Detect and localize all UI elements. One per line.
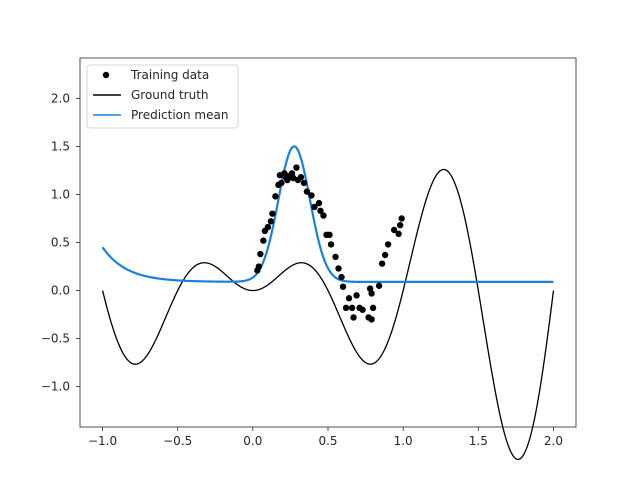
training-data-point xyxy=(257,250,264,258)
training-data-point xyxy=(300,179,308,187)
training-data-point xyxy=(395,230,402,238)
training-data-point xyxy=(332,253,339,261)
x-tick-label: 1.5 xyxy=(469,434,488,448)
x-tick-label: 0.0 xyxy=(243,434,262,448)
points-layer xyxy=(254,164,405,323)
training-data-point xyxy=(335,265,342,272)
x-tick-label: −1.0 xyxy=(88,434,117,448)
training-data-point xyxy=(260,237,267,244)
training-data-point xyxy=(338,273,345,281)
legend-box xyxy=(86,64,239,129)
training-data-point xyxy=(350,314,357,321)
y-tick-label: 0.0 xyxy=(51,284,70,298)
training-data-point xyxy=(288,170,296,177)
training-data-legend-marker xyxy=(102,71,110,79)
training-data-point xyxy=(269,210,276,217)
training-data-point xyxy=(353,292,360,299)
training-data-point xyxy=(339,283,347,290)
training-data-point xyxy=(272,193,279,200)
x-tick-label: −0.5 xyxy=(163,434,192,448)
training-data-point xyxy=(384,241,392,248)
x-tick-label: 2.0 xyxy=(544,434,563,448)
training-data-point xyxy=(368,290,375,297)
training-data-legend-label: Training data xyxy=(130,68,209,82)
prediction-mean-legend-label: Prediction mean xyxy=(131,108,228,122)
training-data-point xyxy=(293,164,300,171)
y-tick-label: 1.5 xyxy=(51,139,70,153)
training-data-point xyxy=(317,207,324,214)
lines-layer xyxy=(101,145,555,461)
training-data-point xyxy=(320,212,327,219)
training-data-point xyxy=(303,188,311,195)
training-data-point xyxy=(368,316,375,323)
ground-truth-legend-label: Ground truth xyxy=(131,88,209,102)
x-tick-label: 0.5 xyxy=(318,434,337,448)
y-tick-label: 1.0 xyxy=(51,187,70,201)
training-data-point xyxy=(326,231,333,239)
training-data-point xyxy=(390,226,398,234)
prediction-mean-line xyxy=(101,145,554,283)
training-data-point xyxy=(267,218,275,225)
training-data-point xyxy=(311,203,318,211)
legend: Training data Ground truth Prediction mean xyxy=(86,64,239,129)
y-tick-label: −1.0 xyxy=(41,380,70,394)
training-data-point xyxy=(396,222,404,229)
training-data-point xyxy=(297,173,305,181)
training-data-point xyxy=(375,282,383,289)
training-data-point xyxy=(264,223,272,231)
training-data-point xyxy=(369,304,377,312)
x-tick-label: 1.0 xyxy=(394,434,413,448)
training-data-point xyxy=(278,179,285,187)
training-data-point xyxy=(381,251,389,259)
y-tick-label: 2.0 xyxy=(51,91,70,105)
y-tick-label: 0.5 xyxy=(51,236,70,250)
training-data-point xyxy=(255,263,263,270)
training-data-point xyxy=(327,241,335,248)
y-tick-label: −0.5 xyxy=(41,332,70,346)
training-data-point xyxy=(378,260,386,267)
training-data-point xyxy=(308,192,315,199)
training-data-point xyxy=(345,295,353,302)
training-data-point xyxy=(398,215,405,222)
ground-truth-line xyxy=(101,168,555,461)
training-data-point xyxy=(348,304,356,312)
training-data-point xyxy=(359,306,366,313)
ticks-layer: −1.0 −0.5 0.0 0.5 1.0 1.5 2.0 −1.0 −0.5 0.0 0.5 1.0… xyxy=(41,91,563,448)
training-data-point xyxy=(342,304,350,312)
training-data-point xyxy=(366,285,374,292)
training-data-point xyxy=(315,199,323,207)
